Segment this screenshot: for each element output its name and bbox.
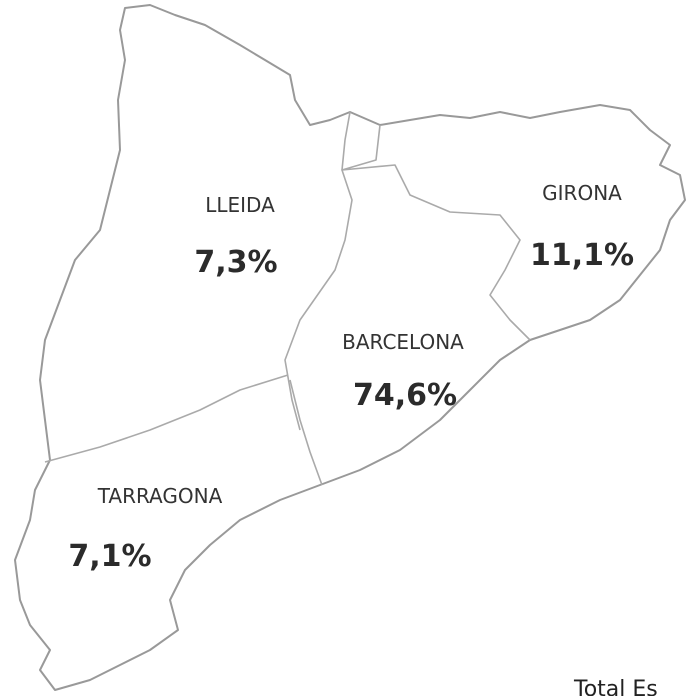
catalonia-outline (14, 4, 686, 691)
region-name: BARCELONA (342, 330, 464, 354)
lleida-barcelona-border (284, 111, 353, 431)
footer-text: Total Es (573, 677, 658, 696)
barcelona-tarragona-border (289, 379, 323, 486)
barcelona-girona-border (341, 124, 531, 341)
region-name: TARRAGONA (97, 484, 223, 508)
region-value: 7,1% (68, 539, 151, 574)
region-value: 11,1% (530, 238, 634, 273)
region-name: GIRONA (542, 181, 622, 205)
region-value: 7,3% (194, 245, 277, 280)
lleida-tarragona-border (44, 374, 289, 463)
region-value: 74,6% (353, 378, 457, 413)
region-name: LLEIDA (205, 193, 275, 217)
